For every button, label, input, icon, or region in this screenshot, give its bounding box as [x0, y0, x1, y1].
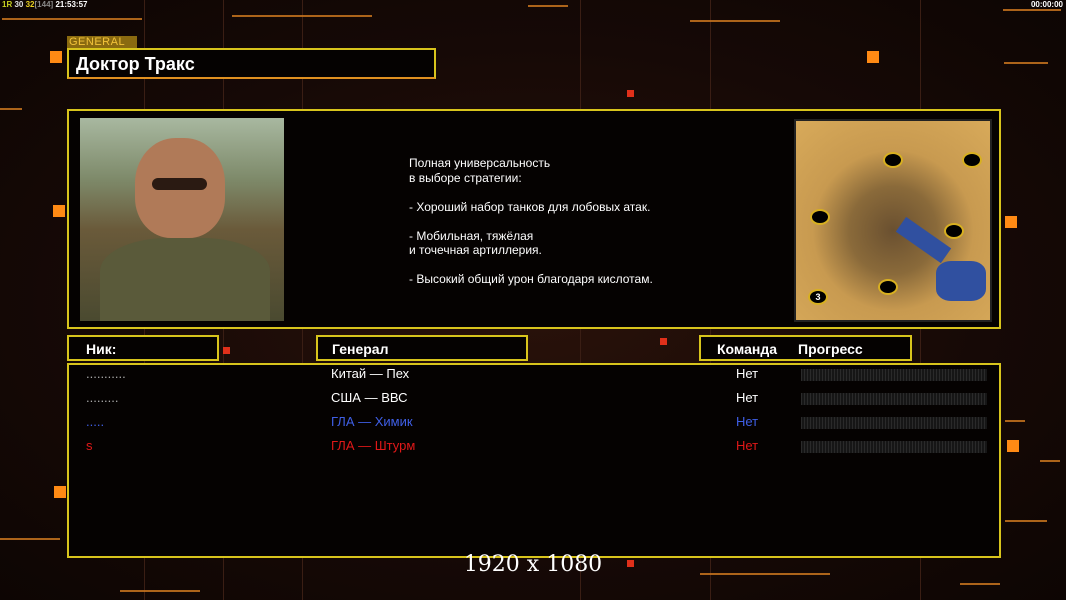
player-progress-bar — [801, 441, 987, 453]
player-general[interactable]: США — ВВС — [331, 390, 408, 405]
player-start-marker: 3 — [808, 289, 828, 305]
resolution-label: 1920 x 1080 — [463, 552, 603, 577]
player-team[interactable]: Нет — [736, 438, 759, 453]
player-row: ......... США — ВВС Нет — [69, 390, 999, 410]
player-progress-bar — [801, 369, 987, 381]
player-list: ........... Китай — Пех Нет ......... СШ… — [67, 363, 1001, 558]
player-nick: ........... — [86, 366, 126, 381]
general-description: Полная универсальность в выборе стратегии… — [409, 156, 653, 286]
player-team[interactable]: Нет — [736, 366, 759, 381]
team-header-label: Команда — [717, 341, 777, 357]
player-nick: ..... — [86, 414, 105, 429]
player-progress-bar — [801, 393, 987, 405]
progress-header-label: Прогресс — [798, 341, 863, 357]
player-nick: s — [86, 438, 93, 453]
player-row: s ГЛА — Штурм Нет — [69, 438, 999, 458]
player-team[interactable]: Нет — [736, 390, 759, 405]
player-row: ........... Китай — Пех Нет — [69, 366, 999, 386]
column-header-general[interactable]: Генерал — [316, 335, 528, 361]
player-progress-bar — [801, 417, 987, 429]
minimap[interactable]: 3 — [794, 119, 992, 322]
player-general[interactable]: ГЛА — Химик — [331, 414, 413, 429]
column-header-nick[interactable]: Ник: — [67, 335, 219, 361]
game-timer: 00:00:00 — [1030, 0, 1063, 9]
player-team[interactable]: Нет — [736, 414, 759, 429]
general-name: Доктор Тракс — [76, 54, 195, 74]
general-portrait — [80, 118, 284, 321]
general-info-panel: Полная универсальность в выборе стратегии… — [67, 109, 1001, 329]
general-tag: GENERAL — [67, 36, 137, 48]
general-name-box: Доктор Тракс — [67, 48, 436, 79]
nick-header-label: Ник: — [86, 341, 117, 357]
status-readout: 1R 30 32[144] 21:53:57 — [2, 0, 88, 9]
player-general[interactable]: ГЛА — Штурм — [331, 438, 416, 453]
player-general[interactable]: Китай — Пех — [331, 366, 410, 381]
column-header-team-progress[interactable]: Команда Прогресс — [699, 335, 912, 361]
player-row: ..... ГЛА — Химик Нет — [69, 414, 999, 434]
player-nick: ......... — [86, 390, 119, 405]
general-header-label: Генерал — [332, 341, 389, 357]
